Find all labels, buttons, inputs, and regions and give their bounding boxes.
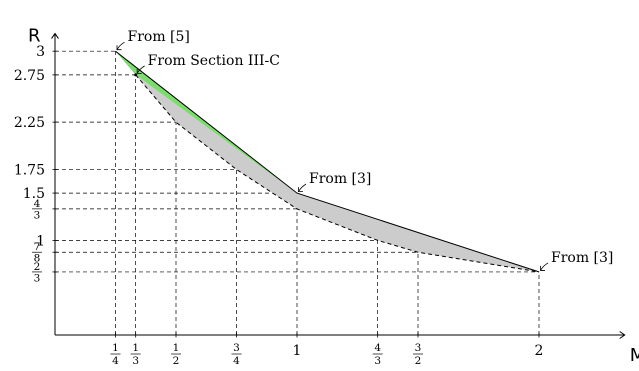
x-tick-numerator: 4 — [374, 342, 381, 354]
x-tick-numerator: 3 — [415, 342, 422, 354]
x-tick-denominator: 3 — [374, 355, 381, 367]
y-tick-denominator: 3 — [34, 272, 41, 284]
x-tick-denominator: 3 — [132, 355, 139, 367]
y-tick-numerator: 2 — [34, 261, 41, 273]
annotation-label: From [3] — [309, 171, 371, 187]
x-tick-label: 2 — [535, 343, 544, 359]
annotations: From [5] From Section III-C From [3] From [… — [116, 29, 613, 271]
annotation-pointer-head — [136, 68, 142, 74]
y-tick-label: 3 — [36, 44, 45, 60]
curves — [115, 50, 540, 273]
y-axis-label: R — [28, 26, 41, 47]
y-tick-numerator: 4 — [34, 198, 41, 210]
x-tick-numerator: 1 — [132, 342, 139, 354]
x-tick-denominator: 4 — [112, 355, 119, 367]
dashed-guides — [55, 50, 540, 335]
section-point — [134, 73, 138, 77]
annotation-pointer-head — [298, 187, 303, 192]
annotation-label: From Section III-C — [148, 53, 280, 69]
annotation-pointer — [116, 41, 125, 50]
y-tick-denominator: 8 — [34, 253, 41, 265]
annotation-pointer-head — [540, 265, 545, 271]
y-tick-numerator: 7 — [34, 241, 41, 253]
x-tick-denominator: 4 — [233, 355, 240, 367]
x-tick-numerator: 1 — [173, 342, 180, 354]
annotation-label: From [5] — [128, 29, 190, 45]
annotation-pointer — [540, 262, 549, 271]
y-axis-arrow — [51, 32, 59, 39]
lower-curve-line — [135, 74, 540, 273]
annotation-pointer — [298, 183, 307, 192]
y-tick-label: 1.75 — [14, 162, 45, 178]
y-tick-label: 2.75 — [14, 68, 45, 84]
annotation-label: From [3] — [551, 250, 613, 266]
shaded-regions — [115, 51, 539, 272]
x-tick-denominator: 2 — [415, 355, 422, 367]
x-tick-numerator: 3 — [233, 342, 240, 354]
x-axis-arrow — [619, 331, 626, 339]
annotation-pointer — [136, 65, 145, 74]
y-tick-label: 2.25 — [14, 115, 45, 131]
annotation-pointer-head — [116, 45, 122, 51]
upper-bound-line — [115, 50, 540, 273]
y-tick-denominator: 3 — [34, 209, 41, 221]
x-tick-numerator: 1 — [112, 342, 119, 354]
y-tick-label: 1 — [36, 233, 45, 249]
axes — [51, 32, 626, 339]
x-tick-label: 1 — [293, 343, 302, 359]
y-tick-label: 1.5 — [23, 186, 45, 202]
x-axis-label: M — [630, 345, 639, 366]
x-tick-denominator: 2 — [173, 355, 180, 367]
